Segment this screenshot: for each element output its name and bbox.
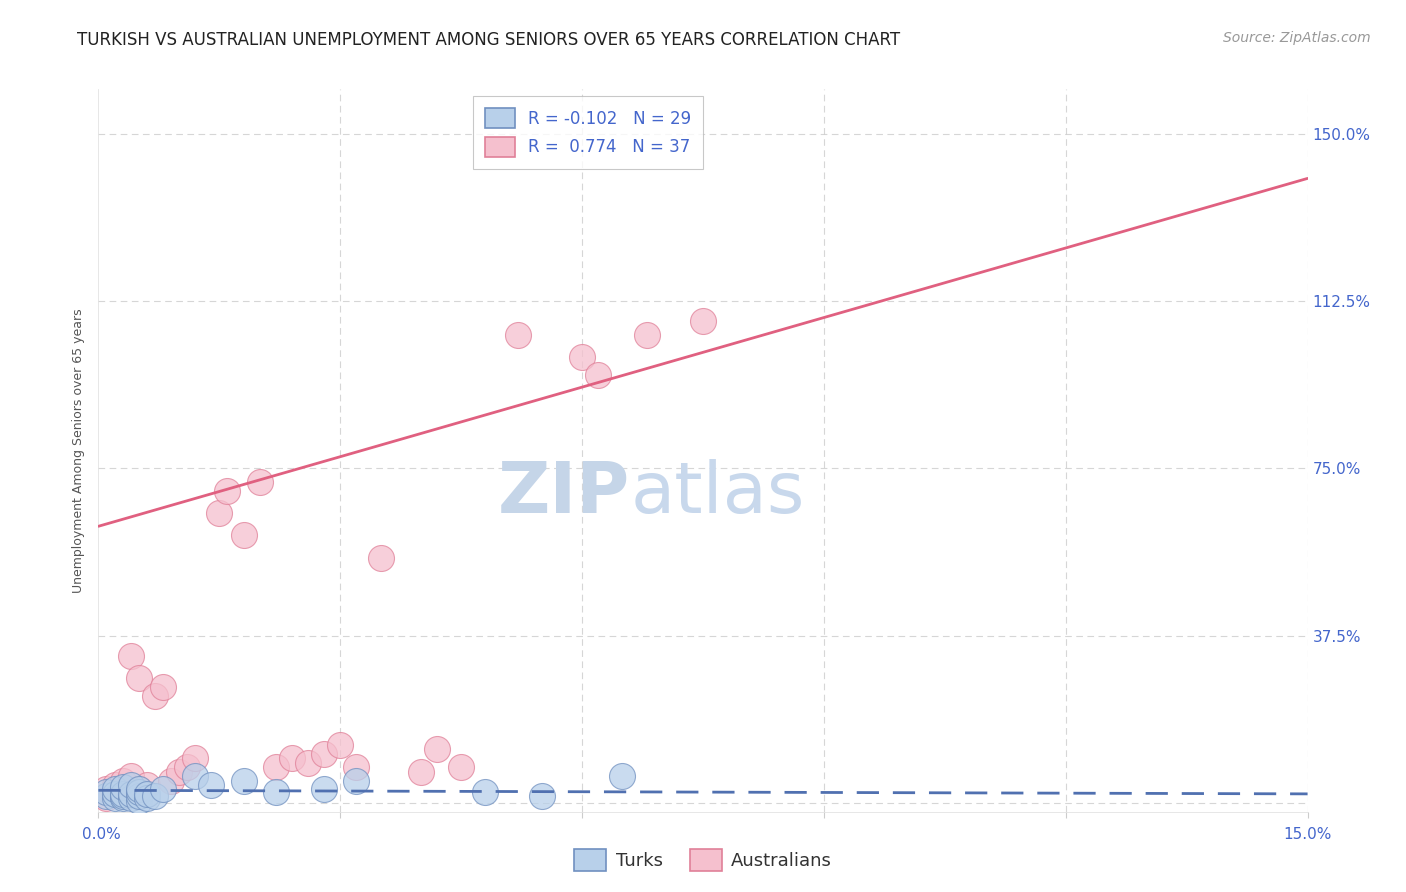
Point bbox=[143, 689, 166, 703]
Point bbox=[96, 789, 118, 804]
Point bbox=[143, 789, 166, 804]
Point bbox=[152, 680, 174, 694]
Text: TURKISH VS AUSTRALIAN UNEMPLOYMENT AMONG SENIORS OVER 65 YEARS CORRELATION CHART: TURKISH VS AUSTRALIAN UNEMPLOYMENT AMONG… bbox=[77, 31, 900, 49]
Point bbox=[120, 778, 142, 792]
Point bbox=[128, 782, 150, 797]
Text: 0.0%: 0.0% bbox=[83, 828, 121, 842]
Point bbox=[128, 789, 150, 804]
Point bbox=[135, 778, 157, 792]
Point bbox=[111, 789, 134, 804]
Point bbox=[329, 738, 352, 752]
Point bbox=[120, 648, 142, 663]
Legend: R = -0.102   N = 29, R =  0.774   N = 37: R = -0.102 N = 29, R = 0.774 N = 37 bbox=[474, 96, 703, 169]
Point bbox=[474, 785, 496, 799]
Point bbox=[184, 769, 207, 783]
Point bbox=[111, 787, 134, 801]
Point bbox=[135, 787, 157, 801]
Point bbox=[128, 794, 150, 808]
Point bbox=[297, 756, 319, 770]
Point bbox=[128, 671, 150, 685]
Text: 15.0%: 15.0% bbox=[1284, 828, 1331, 842]
Point bbox=[135, 791, 157, 805]
Y-axis label: Unemployment Among Seniors over 65 years: Unemployment Among Seniors over 65 years bbox=[72, 308, 86, 593]
Point bbox=[208, 506, 231, 520]
Text: ZIP: ZIP bbox=[498, 459, 630, 528]
Point bbox=[160, 773, 183, 788]
Point bbox=[344, 773, 367, 788]
Point bbox=[586, 368, 609, 382]
Point bbox=[217, 483, 239, 498]
Point bbox=[128, 785, 150, 799]
Point bbox=[120, 787, 142, 801]
Point bbox=[692, 314, 714, 328]
Point bbox=[232, 773, 254, 788]
Point bbox=[111, 789, 134, 804]
Point bbox=[111, 773, 134, 788]
Point bbox=[96, 791, 118, 805]
Point bbox=[103, 791, 125, 805]
Point bbox=[103, 782, 125, 797]
Point bbox=[103, 787, 125, 801]
Point bbox=[120, 787, 142, 801]
Point bbox=[571, 350, 593, 364]
Point bbox=[103, 778, 125, 792]
Point bbox=[96, 785, 118, 799]
Point bbox=[370, 550, 392, 565]
Point bbox=[120, 791, 142, 805]
Point bbox=[176, 760, 198, 774]
Point bbox=[612, 769, 634, 783]
Point bbox=[530, 789, 553, 804]
Point bbox=[264, 760, 287, 774]
Point bbox=[232, 528, 254, 542]
Point bbox=[111, 791, 134, 805]
Point bbox=[281, 751, 304, 765]
Point bbox=[426, 742, 449, 756]
Point bbox=[314, 747, 336, 761]
Point bbox=[409, 764, 432, 779]
Point bbox=[636, 327, 658, 342]
Point bbox=[184, 751, 207, 765]
Point bbox=[152, 782, 174, 797]
Point bbox=[344, 760, 367, 774]
Point bbox=[249, 475, 271, 489]
Point bbox=[128, 782, 150, 797]
Legend: Turks, Australians: Turks, Australians bbox=[567, 842, 839, 879]
Point bbox=[103, 787, 125, 801]
Text: atlas: atlas bbox=[630, 459, 804, 528]
Point bbox=[264, 785, 287, 799]
Text: Source: ZipAtlas.com: Source: ZipAtlas.com bbox=[1223, 31, 1371, 45]
Point bbox=[111, 780, 134, 795]
Point bbox=[200, 778, 222, 792]
Point bbox=[167, 764, 190, 779]
Point bbox=[450, 760, 472, 774]
Point bbox=[506, 327, 529, 342]
Point bbox=[314, 782, 336, 797]
Point bbox=[96, 782, 118, 797]
Point bbox=[120, 769, 142, 783]
